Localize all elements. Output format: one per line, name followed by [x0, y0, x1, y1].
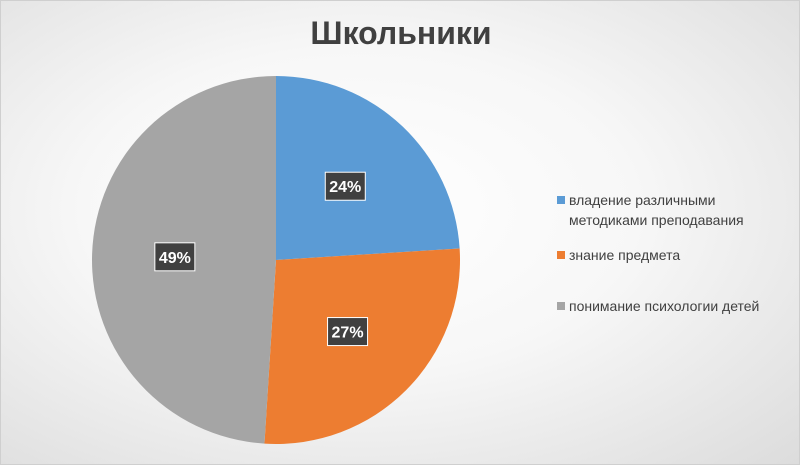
data-label: 49%: [154, 242, 196, 272]
data-label-text: 27%: [332, 325, 364, 342]
legend: владение различными методиками преподава…: [557, 190, 792, 331]
data-label-box: [327, 317, 369, 347]
legend-item: понимание психологии детей: [557, 296, 792, 316]
data-label-box: [154, 242, 196, 272]
legend-label: понимание психологии детей: [569, 298, 760, 314]
pie-slice: [276, 76, 460, 260]
data-label-box: [324, 171, 366, 201]
data-label: 24%: [324, 171, 366, 201]
legend-label: владение различными методиками преподава…: [569, 192, 744, 228]
data-label-text: 24%: [329, 179, 361, 196]
legend-item: знание предмета: [557, 245, 792, 265]
legend-label: знание предмета: [569, 247, 681, 263]
legend-swatch: [557, 302, 565, 310]
legend-item: владение различными методиками преподава…: [557, 190, 792, 230]
pie-slice: [264, 248, 460, 445]
chart-title: Школьники: [310, 15, 492, 51]
legend-swatch: [557, 196, 565, 204]
data-label-text: 49%: [159, 250, 191, 267]
legend-swatch: [557, 251, 565, 259]
data-label: 27%: [327, 317, 369, 347]
